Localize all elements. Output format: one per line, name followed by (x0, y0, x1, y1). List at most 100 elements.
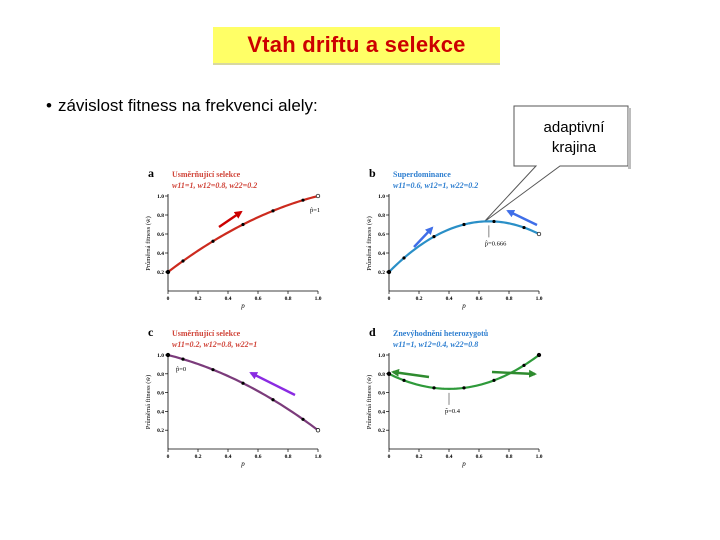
x-tick-label: 0.4 (225, 454, 232, 460)
x-tick-label: 0.6 (255, 454, 262, 460)
x-tick-label: 0.6 (476, 454, 483, 460)
panel-title: Usměrňující selekce (172, 329, 241, 338)
curve-marker (271, 209, 275, 213)
curve-marker (301, 417, 305, 421)
curve-marker (462, 386, 466, 390)
equilibrium-label: p̂=1 (310, 207, 321, 214)
curve-endpoint (165, 352, 171, 358)
y-tick-label: 0.8 (157, 213, 164, 219)
curve-marker (432, 235, 436, 239)
callout-shadow (628, 108, 631, 169)
selection-arrow-icon (218, 210, 243, 228)
curve-marker (492, 219, 496, 224)
curve-marker (402, 378, 406, 382)
curve-marker (432, 386, 436, 390)
y-tick-label: 0.2 (157, 428, 164, 434)
x-tick-label: 1.0 (315, 454, 322, 460)
curve-marker (402, 256, 406, 260)
curve-endpoint (536, 352, 542, 358)
x-tick-label: 0.8 (285, 454, 292, 460)
x-tick-label: 0 (388, 454, 391, 460)
y-tick-label: 0.6 (378, 391, 385, 397)
x-axis-label: p (461, 460, 466, 468)
x-tick-label: 0.2 (195, 296, 202, 302)
x-tick-label: 0 (167, 454, 170, 460)
bullet-dot-icon: • (46, 96, 52, 115)
panel-subtitle: w11=0.2, w12=0.8, w22=1 (172, 340, 257, 349)
x-tick-label: 0.4 (446, 296, 453, 302)
bullet-item: • závislost fitness na frekvenci alely: (46, 96, 318, 116)
panel-letter: b (369, 166, 376, 180)
selection-arrow-icon (413, 226, 434, 248)
x-tick-label: 1.0 (536, 454, 543, 460)
y-tick-label: 0.6 (157, 391, 164, 397)
y-tick-label: 0.6 (378, 232, 385, 238)
curve-endpoint (315, 428, 321, 433)
panel-subtitle: w11=1, w12=0.4, w22=0.8 (393, 340, 478, 349)
x-tick-label: 0.6 (255, 296, 262, 302)
x-tick-label: 0.8 (506, 454, 513, 460)
x-axis-label: p (461, 302, 466, 310)
panel-subtitle: w11=0.6, w12=1, w22=0.2 (393, 181, 478, 190)
y-tick-label: 0.2 (157, 270, 164, 276)
callout-line-1: adaptivní (544, 119, 606, 136)
equilibrium-label: p̂=0 (176, 366, 187, 373)
x-tick-label: 0 (388, 296, 391, 302)
panel-letter: a (148, 166, 154, 180)
y-tick-label: 1.0 (378, 194, 385, 200)
x-tick-label: 0.2 (416, 296, 423, 302)
y-tick-label: 1.0 (378, 353, 385, 359)
curve-endpoint (386, 269, 392, 275)
slide-title: Vtah driftu a selekce (213, 27, 500, 65)
chart-panel-d: 0 0.2 0.4 0.6 0.8 1.0 0.2 0.4 0.6 0.8 1.0 p Průměrná… (366, 325, 543, 468)
panel-letter: c (148, 325, 154, 339)
curve-marker (522, 225, 526, 230)
curve-endpoint (536, 231, 542, 237)
curve-marker (241, 222, 245, 227)
curve-marker (181, 357, 185, 361)
chart-panel-b: 0 0.2 0.4 0.6 0.8 1.0 0.2 0.4 0.6 0.8 1.0 p Průměrná… (366, 166, 543, 310)
x-tick-label: 0.8 (506, 296, 513, 302)
fitness-curve (167, 353, 319, 432)
panel-title: Superdominance (393, 170, 451, 179)
y-axis-label: Průměrná fitness (w̄) (366, 216, 373, 271)
selection-arrow-icon (391, 368, 430, 379)
fitness-curve (167, 194, 319, 273)
callout: adaptivní krajina (483, 105, 631, 223)
panel-letter: d (369, 325, 376, 339)
y-tick-label: 0.4 (378, 251, 385, 257)
y-tick-label: 0.4 (378, 409, 385, 415)
x-tick-label: 0.4 (225, 296, 232, 302)
x-tick-label: 0.2 (195, 454, 202, 460)
curve-marker (522, 363, 526, 367)
curve-endpoint (315, 193, 321, 199)
fitness-curve (388, 354, 540, 390)
y-tick-label: 1.0 (157, 194, 164, 200)
curve-endpoint (386, 371, 392, 376)
y-axis-label: Průměrná fitness (w̄) (145, 216, 152, 271)
curve-marker (462, 222, 466, 227)
x-tick-label: 0 (167, 296, 170, 302)
y-tick-label: 0.2 (378, 270, 385, 276)
bullet-text: závislost fitness na frekvenci alely: (57, 96, 318, 115)
y-tick-label: 0.2 (378, 428, 385, 434)
y-tick-label: 0.8 (378, 372, 385, 378)
x-tick-label: 0.4 (446, 454, 453, 460)
x-tick-label: 0.6 (476, 296, 483, 302)
curve-marker (492, 378, 496, 382)
curve-marker (181, 259, 185, 263)
x-axis-label: p (240, 460, 245, 468)
equilibrium-label: p̂=0.4 (445, 408, 461, 415)
curve-marker (241, 381, 245, 385)
panel-title: Usměrňující selekce (172, 170, 241, 179)
curve-endpoint (165, 269, 171, 275)
y-tick-label: 1.0 (157, 353, 164, 359)
x-tick-label: 0.2 (416, 454, 423, 460)
chart-panel-c: 0 0.2 0.4 0.6 0.8 1.0 0.2 0.4 0.6 0.8 1.0 p Průměrná… (145, 325, 322, 468)
selection-arrow-icon (506, 209, 538, 227)
y-axis-label: Průměrná fitness (w̄) (145, 375, 152, 430)
curve-marker (211, 368, 215, 372)
curve-marker (211, 239, 215, 243)
curve-marker (271, 398, 275, 402)
